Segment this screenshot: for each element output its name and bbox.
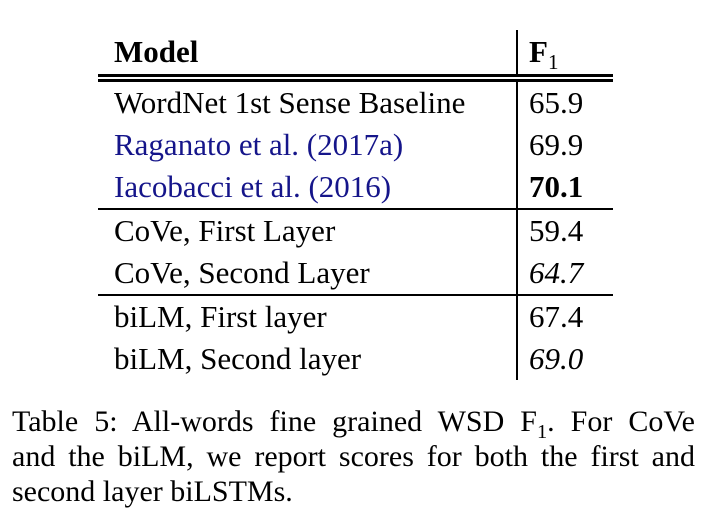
column-header-model: Model	[98, 30, 517, 82]
table-row-cove-first: CoVe, First Layer 59.4	[98, 208, 613, 252]
citation-link-iacobacci-2016[interactable]: Iacobacci et al. (2016)	[114, 169, 392, 204]
model-label: CoVe, Second Layer	[114, 255, 370, 290]
model-label: WordNet 1st Sense Baseline	[114, 85, 466, 120]
f1-value: 69.9	[516, 124, 613, 166]
model-cell: Raganato et al. (2017a)	[98, 124, 517, 166]
table-row-wordnet-baseline: WordNet 1st Sense Baseline 65.9	[98, 78, 613, 124]
table-row-raganato: Raganato et al. (2017a) 69.9	[98, 124, 613, 166]
model-label: biLM, Second layer	[114, 341, 362, 376]
caption-f1-subscript: 1	[536, 421, 548, 443]
model-cell: biLM, Second layer	[98, 338, 517, 380]
f1-header-label: F	[529, 34, 548, 69]
caption-text: Table 5: All-words fine grained WSD F	[12, 405, 537, 438]
wsd-results-table: Model F1 WordNet 1st Sense Baseline 65.9…	[98, 30, 613, 380]
column-header-f1: F1	[516, 30, 613, 82]
f1-value: 65.9	[516, 78, 613, 124]
table-caption: Table 5: All-words fine grained WSD F1. …	[12, 404, 695, 509]
f1-value-best: 70.1	[516, 166, 613, 209]
model-cell: Iacobacci et al. (2016)	[98, 166, 517, 209]
f1-header-subscript: 1	[547, 50, 559, 75]
f1-value: 64.7	[516, 252, 613, 295]
caption-line-3: second layer biLSTMs.	[12, 475, 293, 508]
table-row-bilm-first: biLM, First layer 67.4	[98, 294, 613, 338]
f1-value: 69.0	[516, 338, 613, 380]
caption-text: . For CoVe	[547, 405, 695, 438]
citation-link-raganato-2017a[interactable]: Raganato et al. (2017a)	[114, 127, 404, 162]
model-cell: biLM, First layer	[98, 294, 517, 338]
caption-line-2: and the biLM, we report scores for both …	[12, 440, 695, 473]
table-row-bilm-second: biLM, Second layer 69.0	[98, 338, 613, 380]
f1-value: 67.4	[516, 294, 613, 338]
model-label: biLM, First layer	[114, 299, 327, 334]
model-cell: CoVe, First Layer	[98, 208, 517, 252]
table-header-row: Model F1	[98, 30, 613, 82]
f1-value: 59.4	[516, 208, 613, 252]
model-cell: WordNet 1st Sense Baseline	[98, 78, 517, 124]
table-row-cove-second: CoVe, Second Layer 64.7	[98, 252, 613, 295]
model-label: CoVe, First Layer	[114, 213, 336, 248]
caption-line-1: Table 5: All-words fine grained WSD F1. …	[12, 404, 695, 442]
table-row-iacobacci: Iacobacci et al. (2016) 70.1	[98, 166, 613, 209]
model-cell: CoVe, Second Layer	[98, 252, 517, 295]
column-header-model-label: Model	[114, 34, 199, 69]
